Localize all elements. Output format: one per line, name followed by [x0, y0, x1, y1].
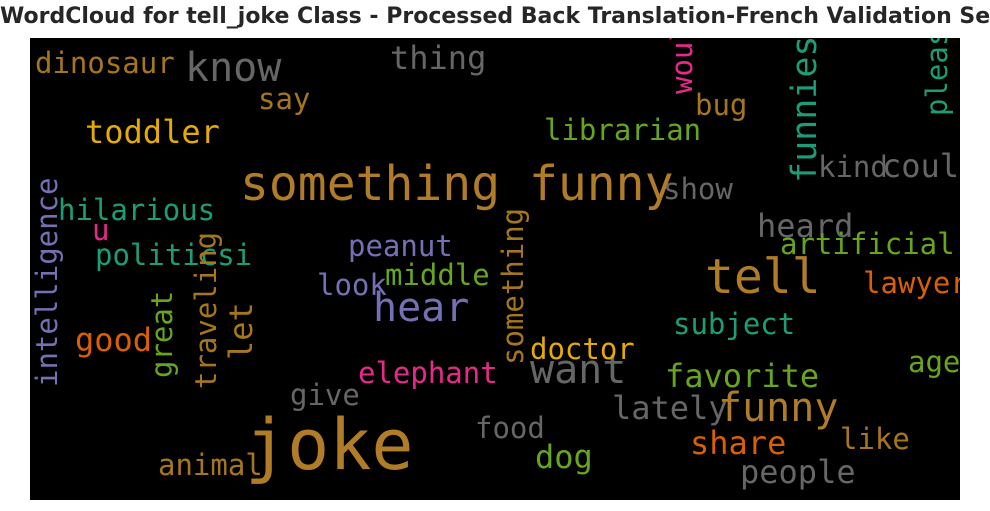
word-great: great	[145, 290, 179, 378]
word-kind: kind	[818, 150, 888, 184]
word-bug: bug	[695, 88, 748, 122]
word-doctor: doctor	[530, 332, 635, 366]
word-hear: hear	[373, 285, 470, 331]
word-subject: subject	[673, 307, 796, 341]
word-give: give	[290, 378, 360, 412]
word-want: want	[530, 347, 627, 393]
word-librarian: librarian	[544, 113, 702, 147]
word-show: show	[663, 172, 733, 206]
word-toddler: toddler	[85, 113, 220, 151]
word-politicsi: politicsi	[95, 238, 253, 272]
word-please: please	[920, 38, 954, 116]
word-joke: joke	[245, 404, 414, 486]
word-u: u	[92, 213, 110, 247]
word-peanut: peanut	[348, 229, 453, 263]
word-people: people	[740, 453, 856, 491]
word-lawyer: lawyer	[863, 266, 960, 300]
word-funny: funny	[718, 385, 839, 431]
word-food: food	[475, 411, 545, 445]
word-let: let	[222, 302, 260, 360]
word-tell: tell	[705, 249, 821, 305]
word-middle: middle	[385, 258, 490, 292]
word-something-funny: something funny	[240, 156, 674, 212]
word-dog: dog	[535, 438, 593, 476]
word-age: age	[908, 345, 960, 379]
word-say: say	[258, 82, 311, 116]
word-favorite: favorite	[665, 357, 820, 395]
word-elephant: elephant	[358, 356, 498, 390]
word-would: would	[665, 38, 699, 94]
word-artificial: artificial	[780, 227, 955, 261]
word-traveling: traveling	[189, 231, 223, 389]
word-good: good	[75, 321, 153, 359]
word-share: share	[690, 424, 787, 462]
word-something: something	[496, 207, 530, 365]
word-know: know	[185, 45, 282, 91]
word-heard: heard	[757, 207, 854, 245]
word-lately: lately	[612, 389, 728, 427]
word-cloud: joke something funny tell hear want know funny…	[30, 38, 960, 500]
word-like: like	[840, 422, 910, 456]
word-thing: thing	[390, 39, 487, 77]
word-could: could	[882, 147, 960, 185]
word-hilarious: hilarious	[58, 193, 216, 227]
chart-title: WordCloud for tell_joke Class - Processe…	[0, 4, 990, 29]
word-animal: animal	[158, 448, 263, 482]
word-look: look	[317, 268, 387, 302]
word-dinosaur: dinosaur	[35, 46, 175, 80]
